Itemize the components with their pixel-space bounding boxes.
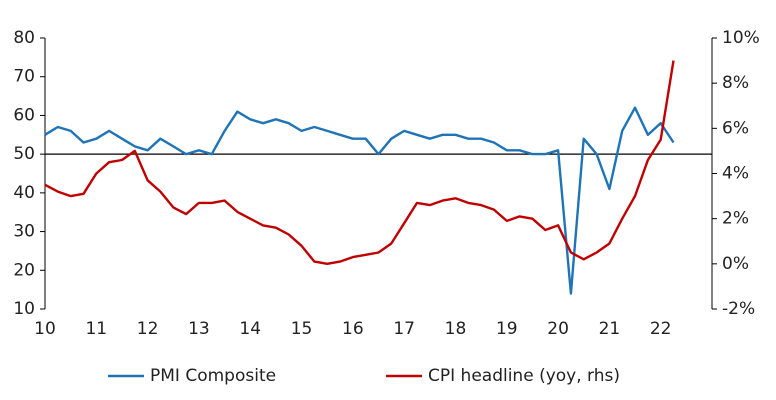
legend-label: PMI Composite [150, 366, 276, 386]
x-tick-label: 10 [34, 319, 56, 339]
y-tick-label: 40 [13, 183, 35, 203]
x-tick-label: 17 [393, 319, 415, 339]
y-tick-label: 10 [13, 299, 35, 319]
y-tick-label: 70 [13, 67, 35, 87]
y2-tick-label: 2% [722, 209, 749, 229]
legend-label: CPI headline (yoy, rhs) [428, 366, 620, 386]
x-tick-label: 20 [547, 319, 569, 339]
x-tick-label: 16 [342, 319, 364, 339]
series-line [44, 106, 675, 295]
series-line [44, 60, 675, 265]
x-tick-label: 14 [239, 319, 261, 339]
x-tick-label: 19 [496, 319, 518, 339]
y2-tick-label: 6% [722, 118, 749, 138]
y-tick-label: 60 [13, 105, 35, 125]
y2-tick-label: -2% [722, 299, 755, 319]
y-tick-label: 80 [13, 28, 35, 48]
x-tick-label: 11 [85, 319, 107, 339]
x-tick-label: 21 [599, 319, 621, 339]
x-tick-label: 18 [445, 319, 467, 339]
y-tick-label: 20 [13, 260, 35, 280]
y2-tick-label: 8% [722, 73, 749, 93]
x-tick-label: 15 [291, 319, 313, 339]
y2-tick-label: 0% [722, 254, 749, 274]
x-tick-label: 12 [137, 319, 159, 339]
y2-tick-label: 10% [722, 28, 760, 48]
y2-tick-label: 4% [722, 164, 749, 184]
x-tick-label: 22 [650, 319, 672, 339]
y-tick-label: 50 [13, 144, 35, 164]
x-tick-label: 13 [188, 319, 210, 339]
y-tick-label: 30 [13, 222, 35, 242]
